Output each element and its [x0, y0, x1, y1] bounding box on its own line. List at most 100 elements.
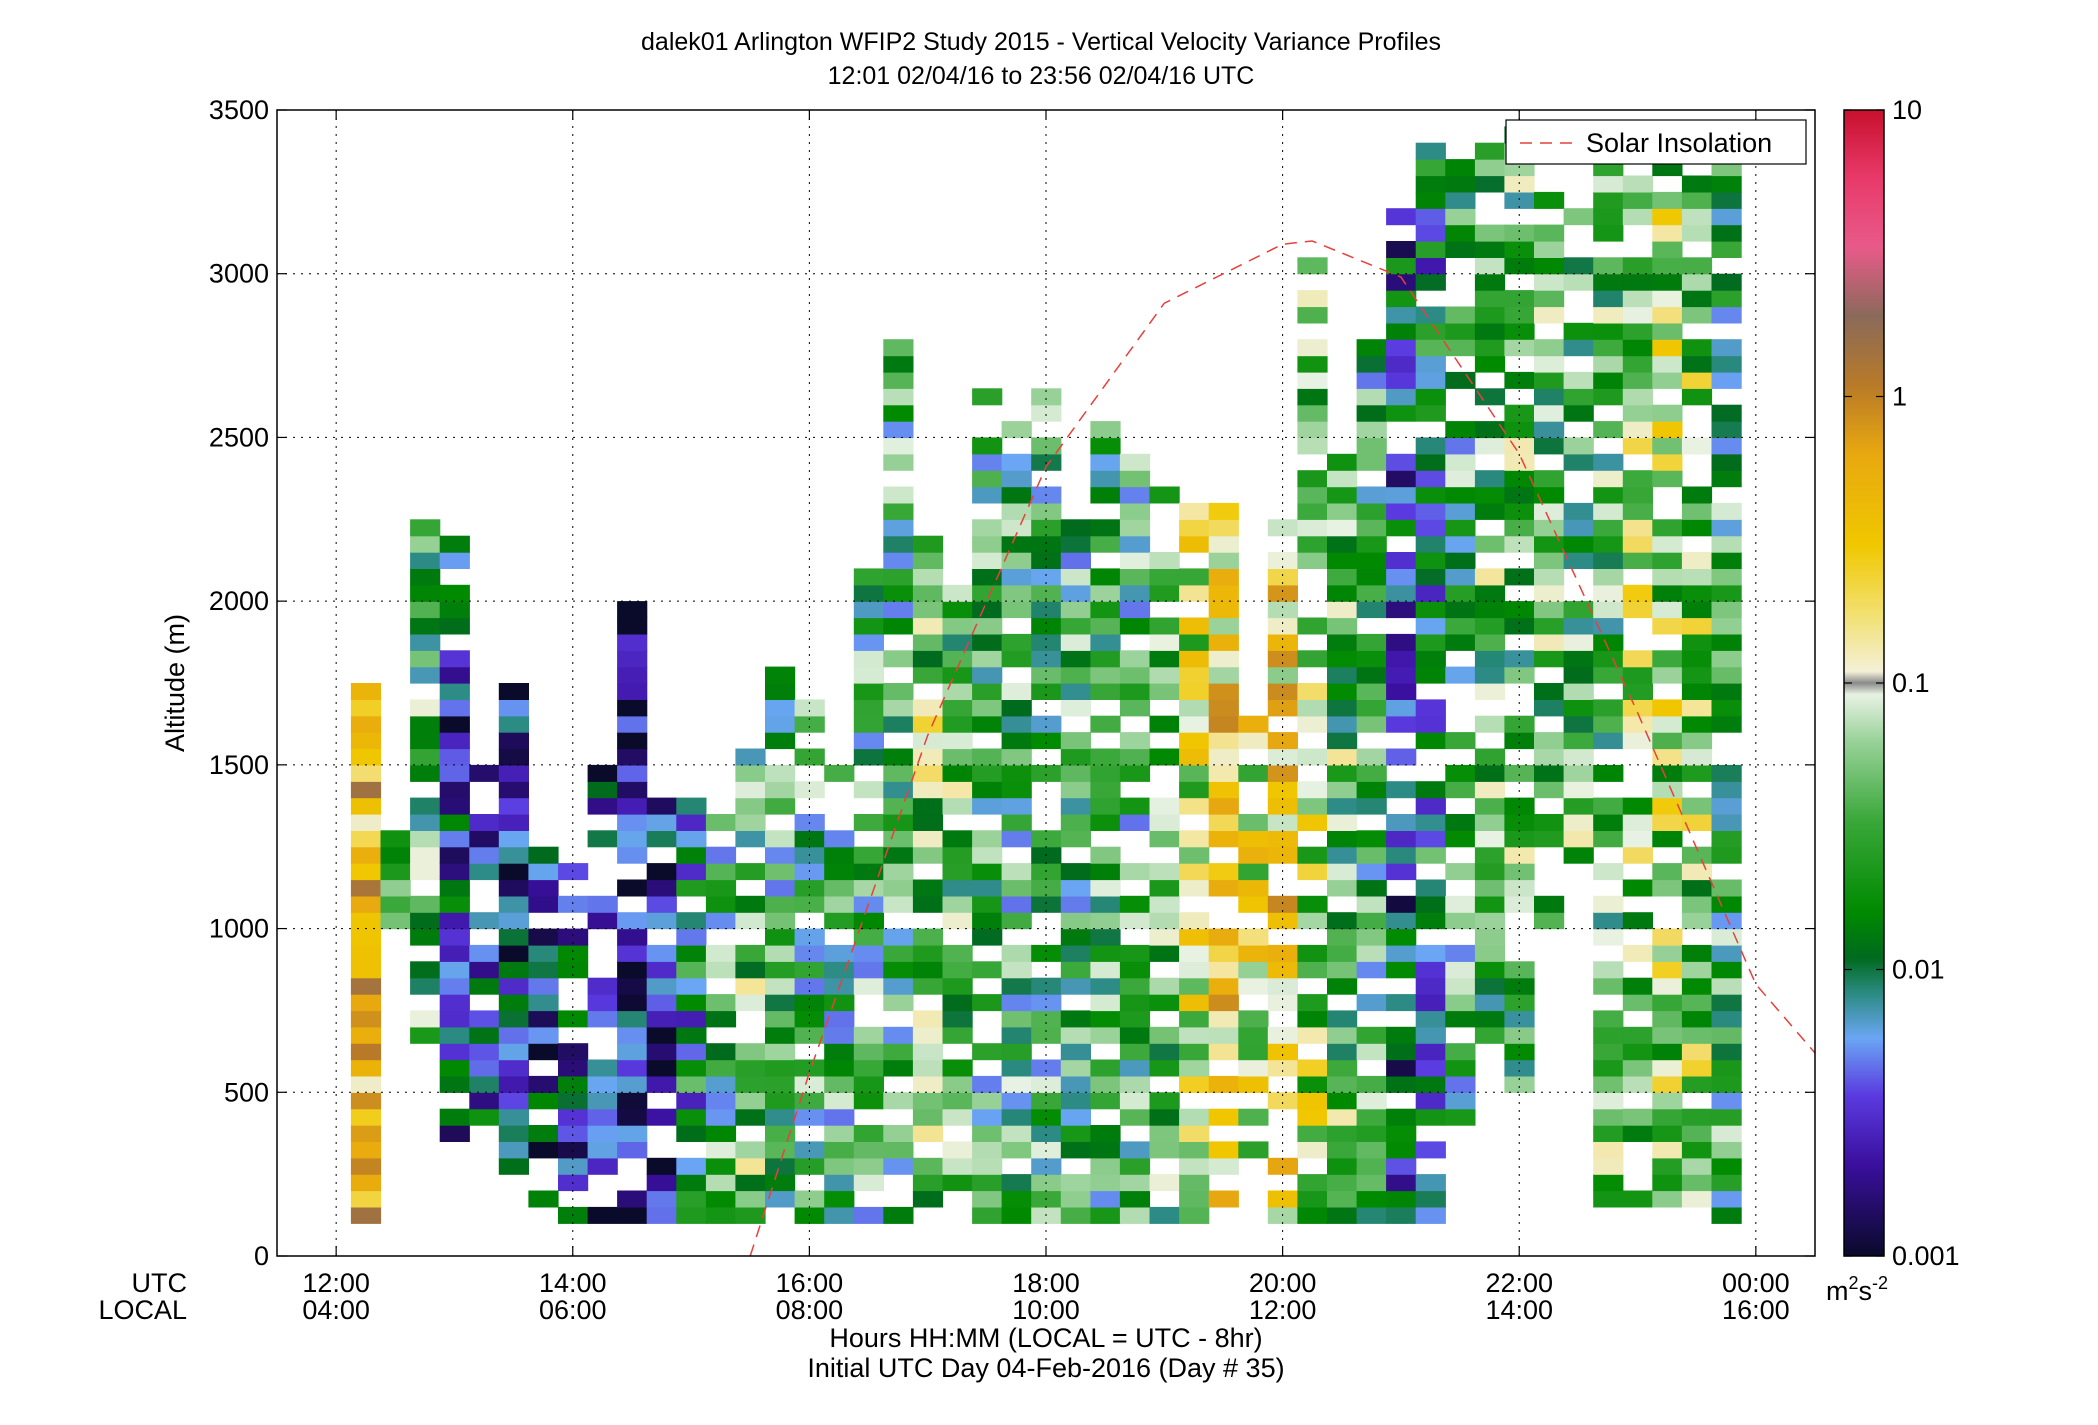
- heatmap-cell: [528, 944, 559, 962]
- heatmap-cell: [1474, 748, 1506, 766]
- heatmap-cell: [735, 830, 766, 848]
- heatmap-cell: [1060, 1026, 1091, 1044]
- heatmap-cell: [1593, 1059, 1624, 1077]
- heatmap-cell: [1060, 879, 1091, 897]
- heatmap-cell: [972, 453, 1003, 471]
- heatmap-cell: [558, 1075, 589, 1093]
- heatmap-cell: [1179, 748, 1210, 766]
- heatmap-cell: [1622, 437, 1653, 455]
- heatmap-cell: [1031, 617, 1062, 635]
- heatmap-cell: [853, 1141, 884, 1159]
- heatmap-cell: [1090, 764, 1121, 782]
- heatmap-cell: [676, 1075, 707, 1093]
- heatmap-cell: [498, 994, 529, 1012]
- heatmap-cell: [1031, 552, 1062, 569]
- heatmap-cell: [794, 1141, 825, 1159]
- heatmap-cell: [912, 535, 944, 553]
- heatmap-cell: [853, 732, 884, 750]
- heatmap-cell: [1031, 1026, 1062, 1044]
- heatmap-cell: [1327, 977, 1358, 995]
- heatmap-cell: [1090, 633, 1121, 651]
- heatmap-cell: [1711, 339, 1742, 357]
- heatmap-cell: [1593, 519, 1624, 537]
- heatmap-cell: [1711, 879, 1742, 897]
- heatmap-cell: [1622, 257, 1653, 275]
- heatmap-cell: [1711, 846, 1742, 864]
- heatmap-cell: [735, 814, 766, 831]
- heatmap-cell: [1711, 699, 1742, 717]
- heatmap-cell: [1445, 502, 1476, 520]
- heatmap-cell: [1001, 1092, 1032, 1110]
- heatmap-cell: [469, 1043, 500, 1061]
- heatmap-cell: [1119, 568, 1151, 586]
- heatmap-cell: [1622, 486, 1653, 504]
- x-tick-label-utc: 18:00: [1012, 1268, 1080, 1298]
- heatmap-cell: [1534, 683, 1565, 700]
- heatmap-cell: [1208, 601, 1239, 619]
- heatmap-cell: [1297, 1108, 1328, 1126]
- heatmap-cell: [1711, 470, 1742, 488]
- heatmap-cell: [1652, 224, 1683, 242]
- heatmap-cell: [1474, 470, 1506, 488]
- heatmap-cell: [1001, 944, 1032, 962]
- heatmap-cell: [1238, 1108, 1269, 1126]
- heatmap-cell: [1534, 601, 1565, 619]
- heatmap-cell: [350, 1174, 382, 1192]
- heatmap-cell: [1593, 814, 1624, 831]
- heatmap-cell: [1593, 633, 1624, 651]
- heatmap-cell: [883, 404, 914, 422]
- heatmap-cell: [1149, 1026, 1180, 1044]
- heatmap-cell: [883, 863, 914, 881]
- heatmap-cell: [587, 1092, 618, 1110]
- heatmap-cell: [1149, 666, 1180, 684]
- heatmap-cell: [794, 1010, 825, 1028]
- heatmap-cell: [942, 699, 973, 717]
- heatmap-cell: [735, 781, 766, 799]
- heatmap-cell: [1652, 1026, 1683, 1044]
- heatmap-cell: [972, 994, 1003, 1012]
- heatmap-cell: [794, 748, 825, 766]
- heatmap-cell: [1090, 437, 1121, 455]
- heatmap-cell: [410, 699, 441, 717]
- heatmap-cell: [1652, 1010, 1683, 1028]
- heatmap-cell: [883, 355, 914, 373]
- heatmap-cell: [617, 961, 648, 979]
- heatmap-cell: [617, 814, 648, 831]
- heatmap-cell: [1415, 944, 1446, 962]
- heatmap-cell: [1031, 1141, 1062, 1159]
- heatmap-cell: [1267, 1092, 1298, 1110]
- heatmap-cell: [1149, 1125, 1180, 1142]
- heatmap-cell: [617, 715, 648, 733]
- heatmap-cell: [1297, 699, 1328, 717]
- heatmap-cell: [1474, 290, 1506, 308]
- heatmap-cell: [1415, 1059, 1446, 1077]
- heatmap-cell: [1297, 535, 1328, 553]
- heatmap-cell: [1563, 764, 1594, 782]
- heatmap-cell: [1386, 502, 1417, 520]
- heatmap-cell: [1563, 617, 1594, 635]
- heatmap-cell: [1445, 732, 1476, 750]
- heatmap-cell: [1593, 355, 1624, 373]
- x-tick-label-utc: 12:00: [302, 1268, 370, 1298]
- heatmap-cell: [972, 1075, 1003, 1093]
- heatmap-cell: [1445, 208, 1476, 226]
- heatmap-cell: [1563, 797, 1594, 815]
- heatmap-cell: [469, 1108, 500, 1126]
- heatmap-cell: [942, 1141, 973, 1159]
- heatmap-cell: [350, 683, 382, 700]
- heatmap-cell: [1090, 650, 1121, 668]
- heatmap-cell: [439, 797, 470, 815]
- heatmap-cell: [1415, 961, 1446, 979]
- heatmap-cell: [1327, 486, 1358, 504]
- heatmap-cell: [1711, 306, 1742, 324]
- heatmap-cell: [1652, 306, 1683, 324]
- heatmap-cell: [883, 1059, 914, 1077]
- heatmap-cell: [410, 552, 441, 569]
- heatmap-cell: [1681, 1174, 1713, 1192]
- heatmap-cell: [410, 863, 441, 881]
- heatmap-cell: [1031, 994, 1062, 1012]
- heatmap-cell: [587, 1075, 618, 1093]
- heatmap-cell: [1031, 633, 1062, 651]
- heatmap-cell: [1031, 683, 1062, 700]
- heatmap-cell: [1060, 633, 1091, 651]
